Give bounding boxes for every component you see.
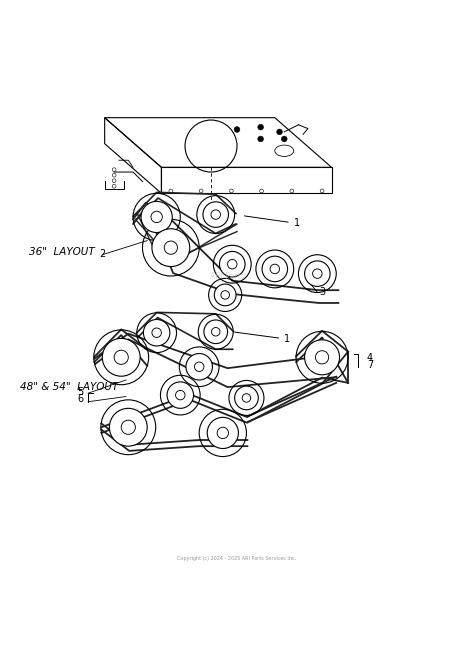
Text: 5: 5 — [77, 387, 83, 397]
Text: 48" & 54"  LAYOUT: 48" & 54" LAYOUT — [19, 382, 118, 392]
Text: ARI Parts: ARI Parts — [210, 272, 245, 281]
Circle shape — [141, 201, 172, 232]
Circle shape — [221, 291, 229, 299]
Text: 36"  LAYOUT: 36" LAYOUT — [29, 247, 95, 257]
Circle shape — [203, 202, 228, 228]
Text: 7: 7 — [367, 360, 373, 370]
Circle shape — [313, 269, 322, 278]
Circle shape — [151, 211, 162, 222]
Text: 1: 1 — [235, 332, 291, 344]
Circle shape — [234, 127, 240, 133]
Circle shape — [305, 261, 330, 287]
Circle shape — [211, 327, 220, 336]
Circle shape — [109, 408, 147, 446]
Circle shape — [217, 427, 228, 439]
Text: 2: 2 — [99, 249, 105, 259]
Text: 3: 3 — [319, 287, 325, 297]
Circle shape — [214, 284, 236, 306]
Circle shape — [164, 241, 177, 255]
Circle shape — [316, 351, 328, 364]
Circle shape — [152, 229, 190, 266]
Circle shape — [262, 256, 288, 281]
Circle shape — [235, 386, 258, 410]
Circle shape — [228, 260, 237, 269]
Circle shape — [175, 390, 185, 400]
Circle shape — [204, 320, 228, 344]
Circle shape — [207, 417, 238, 449]
Circle shape — [242, 394, 251, 402]
Circle shape — [211, 210, 220, 219]
Text: 6: 6 — [77, 394, 83, 404]
Circle shape — [121, 420, 136, 434]
Text: 4: 4 — [367, 353, 373, 363]
Circle shape — [277, 129, 283, 134]
Circle shape — [219, 251, 245, 277]
Circle shape — [258, 124, 264, 130]
Circle shape — [305, 340, 339, 375]
Circle shape — [144, 319, 170, 346]
Circle shape — [152, 328, 161, 337]
Circle shape — [186, 354, 212, 380]
Circle shape — [167, 382, 193, 408]
Circle shape — [270, 264, 280, 274]
Circle shape — [114, 350, 128, 364]
Circle shape — [102, 338, 140, 376]
Circle shape — [258, 136, 264, 142]
Circle shape — [194, 362, 204, 371]
Circle shape — [282, 136, 287, 142]
Text: 1: 1 — [245, 216, 300, 228]
Text: Copyright (c) 2024 - 2025 ARI Parts Services Inc.: Copyright (c) 2024 - 2025 ARI Parts Serv… — [177, 556, 297, 561]
